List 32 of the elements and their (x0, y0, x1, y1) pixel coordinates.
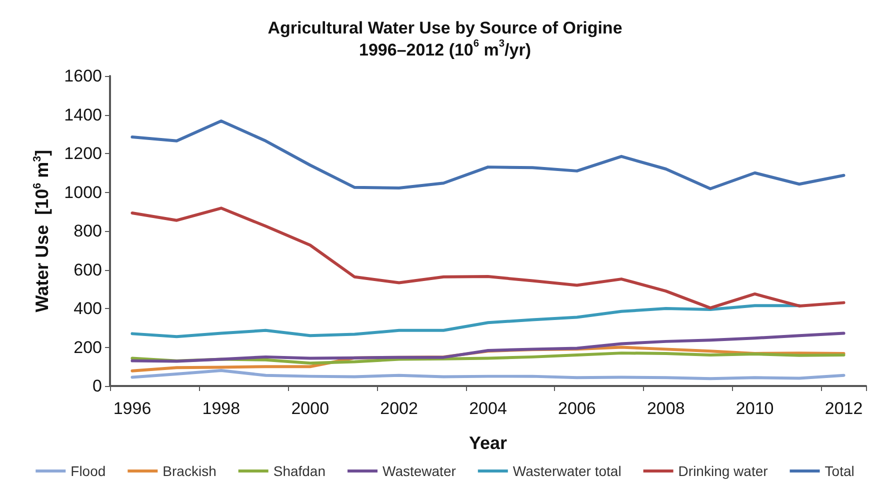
x-tick-label: 1998 (202, 399, 240, 418)
y-tick-label: 1000 (64, 182, 102, 202)
y-tick-label: 800 (74, 222, 102, 240)
y-tick-label: 1600 (64, 66, 102, 86)
x-tick-label: 2006 (558, 399, 596, 418)
x-tick-label: 2004 (469, 399, 507, 418)
line-series (130, 369, 846, 380)
legend-label: Wastewater (382, 463, 456, 479)
line-series (130, 206, 846, 310)
legend-label: Brackish (162, 463, 216, 479)
x-tick-label: 2000 (291, 399, 330, 418)
legend-label: Total (824, 463, 854, 479)
y-axis-title: Water Use [106 m3] (32, 150, 52, 312)
y-tick-label: 1400 (64, 105, 102, 124)
line-series (130, 332, 846, 363)
x-tick-label: 1996 (113, 399, 152, 418)
line-series (130, 304, 801, 338)
legend-label: Drinking water (678, 463, 768, 479)
y-tick-label: 400 (74, 299, 102, 318)
x-tick-label: 2010 (736, 399, 774, 418)
x-tick-label: 2008 (646, 399, 685, 418)
legend-label: Flood (70, 463, 106, 479)
legend-label: Shafdan (273, 463, 326, 479)
y-tick-label: 200 (74, 338, 102, 357)
y-tick-label: 600 (74, 260, 102, 280)
line-series (130, 119, 846, 190)
y-tick-label: 0 (92, 376, 102, 396)
x-tick-label: 2002 (380, 399, 418, 418)
legend-label: Wasterwater total (512, 463, 622, 479)
x-tick-label: 2012 (824, 399, 863, 418)
y-tick-label: 1200 (64, 144, 102, 163)
x-axis-title: Year (468, 433, 508, 453)
